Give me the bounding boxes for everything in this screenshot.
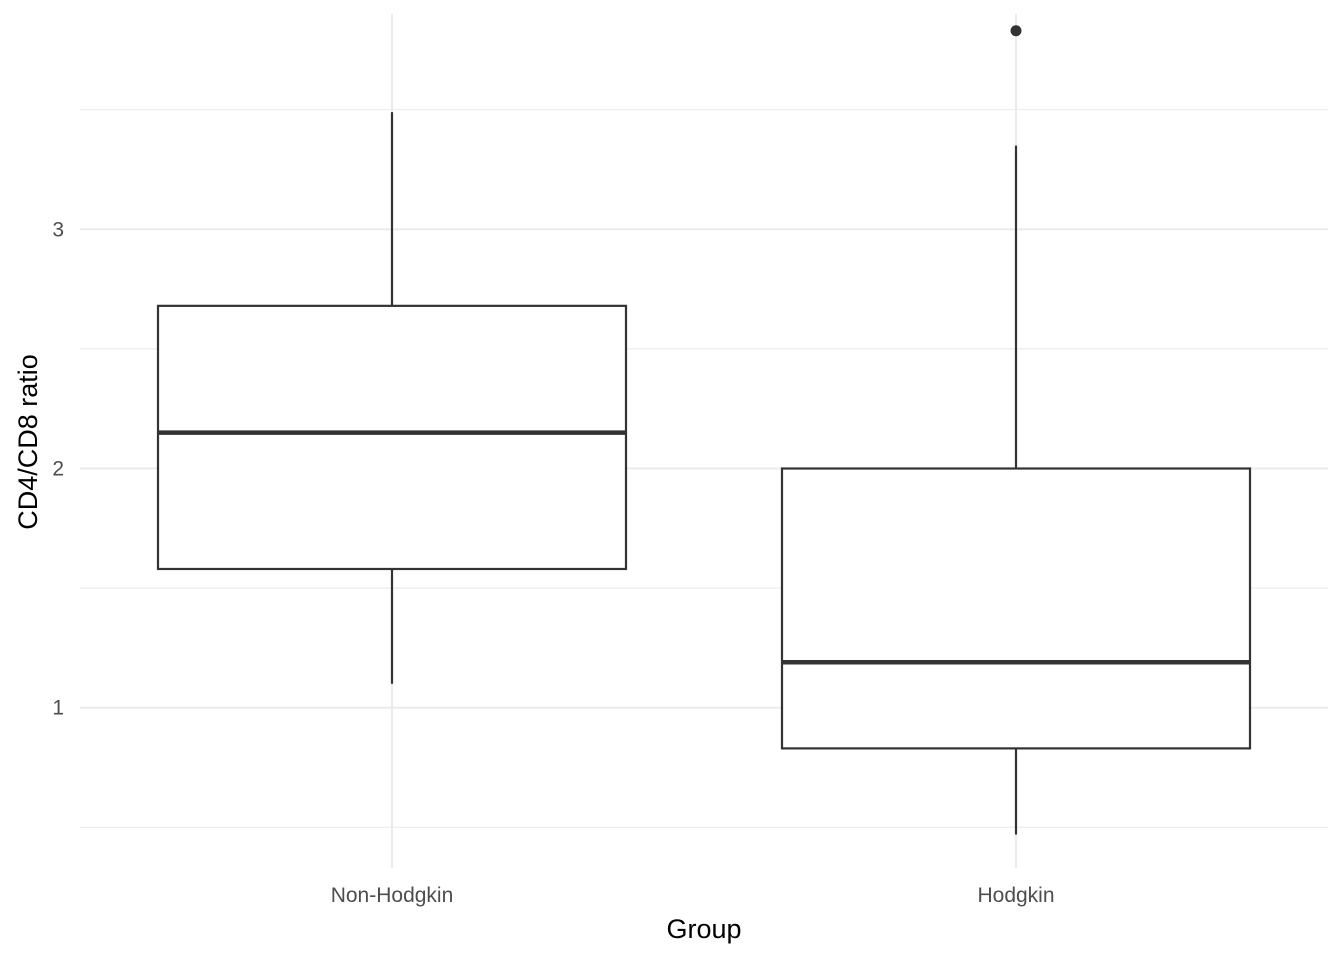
x-tick-label: Non-Hodgkin	[331, 884, 454, 907]
box-series	[156, 25, 1252, 835]
y-tick-label: 1	[52, 697, 64, 720]
y-tick-label: 2	[52, 458, 64, 481]
x-axis-title: Group	[666, 914, 741, 944]
outlier-point	[1010, 25, 1022, 37]
y-tick-label: 3	[52, 218, 64, 241]
y-axis-title: CD4/CD8 ratio	[13, 354, 43, 530]
box-iqr	[780, 467, 1252, 750]
tick-labels: 1 2 3 Non-Hodgkin Hodgkin	[52, 218, 1054, 907]
box-iqr	[156, 304, 628, 571]
x-tick-label: Hodgkin	[977, 884, 1054, 907]
